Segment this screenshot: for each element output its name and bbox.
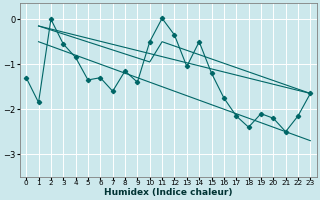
X-axis label: Humidex (Indice chaleur): Humidex (Indice chaleur) — [104, 188, 233, 197]
